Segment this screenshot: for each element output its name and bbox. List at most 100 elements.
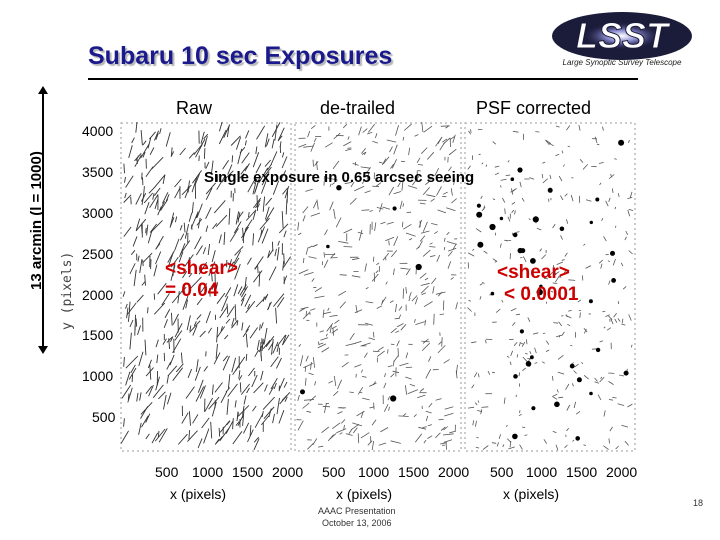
galaxy-stick <box>442 433 454 436</box>
galaxy-stick <box>130 364 136 374</box>
galaxy-stick <box>442 191 448 195</box>
star-dot <box>300 389 305 395</box>
star-dot <box>536 288 543 296</box>
galaxy-stick <box>524 434 528 436</box>
galaxy-stick <box>236 412 239 422</box>
galaxy-stick <box>545 139 550 146</box>
galaxy-stick <box>241 322 244 331</box>
galaxy-stick <box>155 133 159 140</box>
galaxy-stick <box>347 136 350 140</box>
galaxy-stick <box>451 198 457 204</box>
galaxy-stick <box>231 155 234 163</box>
galaxy-stick <box>450 188 453 196</box>
galaxy-stick <box>417 164 424 166</box>
galaxy-stick <box>570 194 574 202</box>
galaxy-stick <box>275 357 282 369</box>
galaxy-stick <box>448 166 452 172</box>
galaxy-stick <box>138 422 142 435</box>
galaxy-stick <box>555 444 559 451</box>
galaxy-stick <box>226 125 230 138</box>
galaxy-stick <box>343 246 353 248</box>
galaxy-stick <box>512 188 517 192</box>
galaxy-stick <box>608 315 613 320</box>
galaxy-stick <box>236 320 239 326</box>
galaxy-stick <box>253 270 263 283</box>
galaxy-stick <box>423 125 433 133</box>
galaxy-stick <box>172 313 179 325</box>
galaxy-stick <box>184 254 194 267</box>
galaxy-stick <box>127 302 137 315</box>
galaxy-stick <box>323 175 325 186</box>
galaxy-stick <box>345 342 356 346</box>
galaxy-stick <box>614 225 617 228</box>
galaxy-stick <box>311 278 315 282</box>
galaxy-stick <box>603 445 609 450</box>
galaxy-stick <box>443 426 448 431</box>
galaxy-stick <box>171 290 183 304</box>
galaxy-stick <box>474 402 478 406</box>
galaxy-stick <box>127 393 130 400</box>
galaxy-stick <box>219 306 228 319</box>
galaxy-stick <box>365 301 374 304</box>
galaxy-stick <box>239 173 245 179</box>
galaxy-stick <box>169 354 175 366</box>
galaxy-stick <box>557 354 564 360</box>
galaxy-stick <box>471 341 477 344</box>
galaxy-stick <box>174 238 180 251</box>
galaxy-stick <box>155 251 162 265</box>
galaxy-stick <box>468 299 471 302</box>
galaxy-stick <box>483 250 488 254</box>
galaxy-stick <box>282 334 290 346</box>
galaxy-stick <box>182 271 188 279</box>
galaxy-stick <box>390 327 397 334</box>
galaxy-stick <box>276 297 285 308</box>
galaxy-stick <box>440 426 446 431</box>
galaxy-stick <box>163 394 167 410</box>
galaxy-stick <box>123 194 132 203</box>
galaxy-stick <box>405 232 416 237</box>
galaxy-stick <box>468 406 475 409</box>
galaxy-stick <box>254 264 259 270</box>
galaxy-stick <box>422 426 427 428</box>
galaxy-stick <box>614 318 618 323</box>
star-dot <box>530 258 536 264</box>
galaxy-stick <box>430 198 435 202</box>
galaxy-stick <box>382 158 387 166</box>
galaxy-stick <box>226 420 231 426</box>
galaxy-stick <box>367 131 373 135</box>
galaxy-stick <box>268 266 277 281</box>
galaxy-stick <box>125 371 131 386</box>
galaxy-stick <box>203 133 209 140</box>
galaxy-stick <box>285 199 288 215</box>
galaxy-stick <box>417 394 426 399</box>
galaxy-stick <box>603 410 606 417</box>
galaxy-stick <box>502 197 506 203</box>
galaxy-stick <box>377 350 385 357</box>
galaxy-stick <box>369 210 373 212</box>
galaxy-stick <box>264 293 269 301</box>
galaxy-stick <box>248 212 250 218</box>
galaxy-stick <box>237 286 243 295</box>
galaxy-stick <box>228 259 232 271</box>
galaxy-stick <box>245 300 256 314</box>
star-dot <box>588 299 593 304</box>
galaxy-stick <box>303 272 314 276</box>
galaxy-stick <box>133 269 137 287</box>
galaxy-stick <box>401 221 404 228</box>
galaxy-stick <box>336 428 347 434</box>
galaxy-stick <box>481 162 484 165</box>
galaxy-stick <box>205 225 209 233</box>
star-dot <box>559 226 565 232</box>
galaxy-stick <box>188 152 195 159</box>
galaxy-stick <box>322 405 331 408</box>
galaxy-stick <box>142 252 153 264</box>
galaxy-stick <box>189 276 202 290</box>
galaxy-stick <box>583 374 589 380</box>
galaxy-stick <box>305 247 309 255</box>
galaxy-stick <box>362 397 370 401</box>
star-dot <box>326 244 330 249</box>
galaxy-stick <box>479 283 483 286</box>
star-dot <box>532 216 539 223</box>
galaxy-stick <box>129 332 132 350</box>
galaxy-stick <box>422 221 428 232</box>
